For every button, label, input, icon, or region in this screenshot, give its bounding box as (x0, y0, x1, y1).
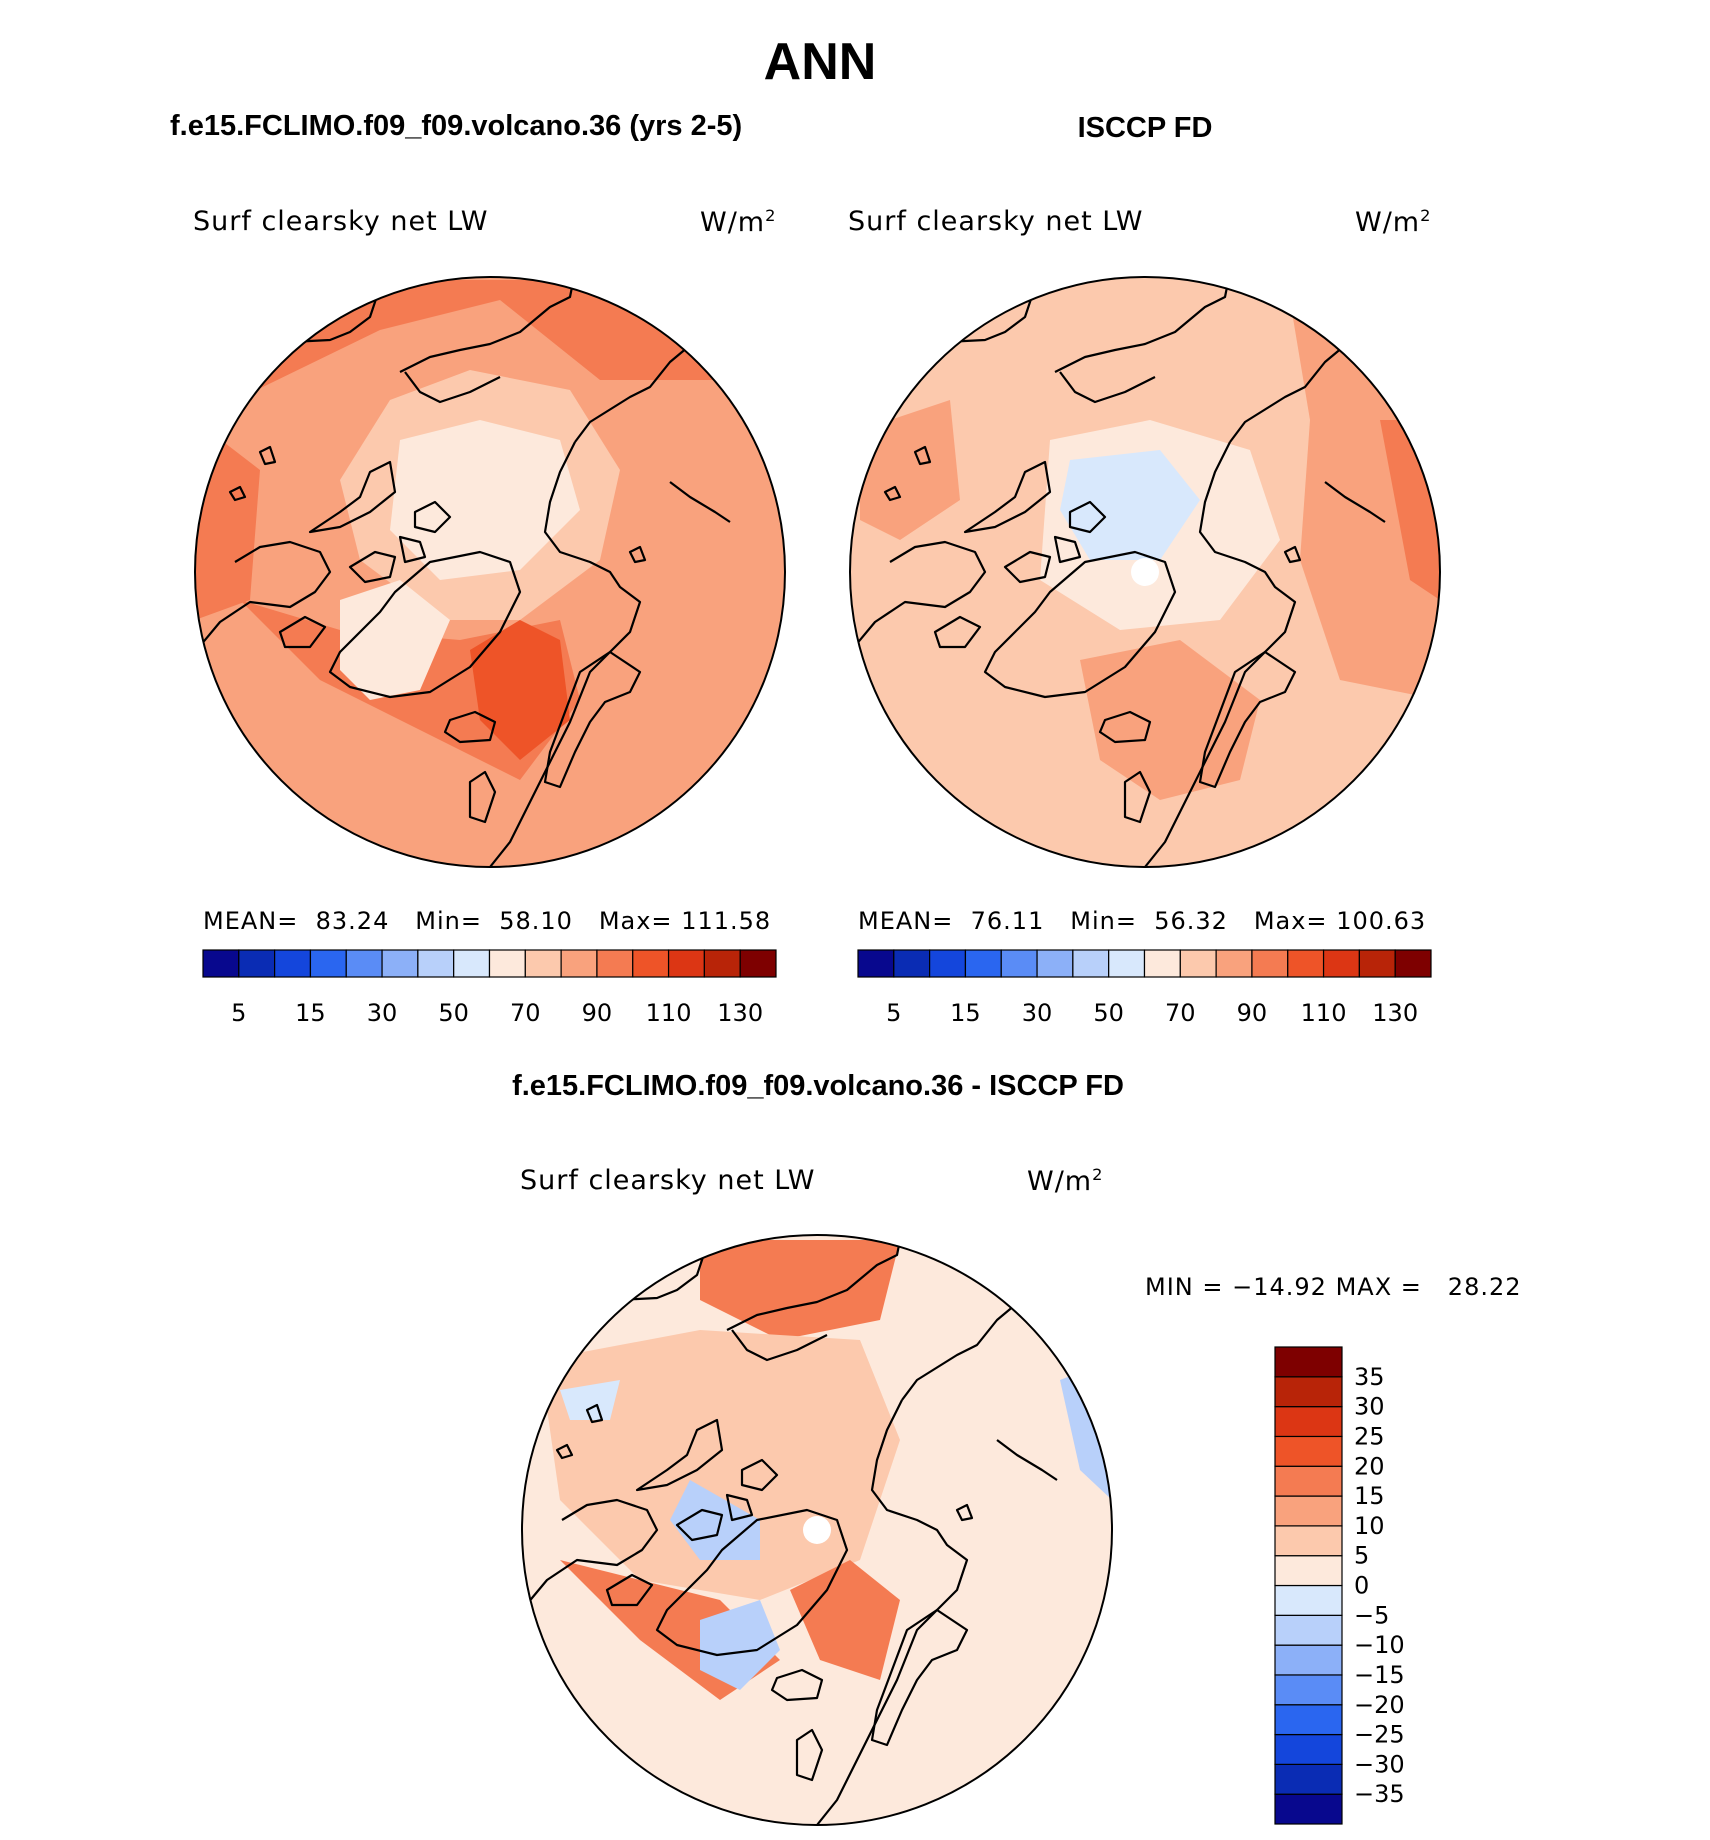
colorbar-panel2-swatch (1394, 949, 1432, 978)
colorbar-diff-swatch (1274, 1406, 1343, 1438)
colorbar-panel2-label: 130 (1372, 999, 1418, 1027)
colorbar-panel1-label: 50 (438, 999, 469, 1027)
colorbar-diff-swatch (1274, 1644, 1343, 1676)
colorbar-panel1-label: 15 (295, 999, 326, 1027)
colorbar-panel1-swatch (632, 949, 670, 978)
colorbar-diff-label: −10 (1354, 1631, 1405, 1659)
colorbar-diff-swatch (1274, 1525, 1343, 1557)
colorbar-panel1-swatch (202, 949, 240, 978)
panel2-map (850, 277, 1440, 867)
panel1-units: W/m2 (700, 206, 777, 238)
colorbar-diff-swatch (1274, 1704, 1343, 1736)
panel1-header: f.e15.FCLIMO.f09_f09.volcano.36 (yrs 2-5… (170, 110, 743, 142)
colorbar-panel2-swatch (1143, 949, 1181, 978)
colorbar-diff-label: 30 (1354, 1393, 1385, 1421)
colorbar-panel1-swatch (560, 949, 598, 978)
colorbar-diff-swatch (1274, 1584, 1343, 1616)
colorbar-diff-swatch (1274, 1763, 1343, 1795)
colorbar-diff-label: 20 (1354, 1452, 1385, 1480)
colorbar-panel1-swatch (524, 949, 562, 978)
colorbar-panel2: 5 15 30 50 70 90 110 130 (857, 949, 1432, 1027)
colorbar-panel1-label: 30 (367, 999, 398, 1027)
colorbar-diff-label: 0 (1354, 1572, 1369, 1600)
colorbar-panel2-label: 15 (950, 999, 981, 1027)
figure-title: ANN (763, 33, 877, 91)
colorbar-panel2-label: 90 (1237, 999, 1268, 1027)
colorbar-panel1-swatch (381, 949, 419, 978)
colorbar-panel2-swatch (964, 949, 1002, 978)
colorbar-panel1-label: 5 (231, 999, 246, 1027)
colorbar-diff-swatch (1274, 1674, 1343, 1706)
colorbar-panel2-swatch (1215, 949, 1253, 978)
colorbar-panel1-swatch (667, 949, 705, 978)
colorbar-panel1-swatch (453, 949, 491, 978)
colorbar-panel2-label: 30 (1022, 999, 1053, 1027)
colorbar-diff-label: −20 (1354, 1691, 1405, 1719)
colorbar-panel1-swatch (274, 949, 312, 978)
colorbar-panel2-label: 5 (886, 999, 901, 1027)
colorbar-panel1-swatch (596, 949, 634, 978)
colorbar-diff-label: 25 (1354, 1422, 1385, 1450)
colorbar-panel1-label: 130 (717, 999, 763, 1027)
colorbar-panel2-label: 70 (1165, 999, 1196, 1027)
colorbar-diff-label: 10 (1354, 1512, 1385, 1540)
panel2-stats: MEAN= 76.11 Min= 56.32 Max= 100.63 (858, 907, 1427, 935)
colorbar-panel1: 5 15 30 50 70 90 110 130 (202, 949, 777, 1027)
colorbar-panel2-swatch (1251, 949, 1289, 978)
colorbar-diff-label: −15 (1354, 1661, 1405, 1689)
colorbar-panel2-swatch (929, 949, 967, 978)
colorbar-diff-swatch (1274, 1555, 1343, 1587)
colorbar-panel1-swatch (739, 949, 777, 978)
colorbar-diff-label: 15 (1354, 1482, 1385, 1510)
colorbar-panel2-label: 110 (1301, 999, 1347, 1027)
panel1-variable: Surf clearsky net LW (193, 206, 489, 237)
colorbar-diff-label: 35 (1354, 1363, 1385, 1391)
colorbar-panel1-label: 70 (510, 999, 541, 1027)
colorbar-diff-swatch (1274, 1346, 1343, 1378)
panel3-variable: Surf clearsky net LW (520, 1165, 816, 1196)
colorbar-diff-swatch (1274, 1435, 1343, 1467)
colorbar-panel2-swatch (857, 949, 895, 978)
colorbar-diff-label: −30 (1354, 1750, 1405, 1778)
colorbar-panel2-swatch (1322, 949, 1360, 978)
colorbar-diff-swatch (1274, 1614, 1343, 1646)
colorbar-panel2-swatch (1179, 949, 1217, 978)
panel2-units: W/m2 (1355, 206, 1432, 238)
colorbar-diff-swatch (1274, 1733, 1343, 1765)
colorbar-diff-swatch (1274, 1495, 1343, 1527)
panel2-variable: Surf clearsky net LW (848, 206, 1144, 237)
colorbar-panel1-label: 110 (646, 999, 692, 1027)
colorbar-panel2-swatch (893, 949, 931, 978)
colorbar-panel2-label: 50 (1093, 999, 1124, 1027)
colorbar-panel1-swatch (703, 949, 741, 978)
colorbar-panel1-swatch (238, 949, 276, 978)
colorbar-diff-label: −25 (1354, 1721, 1405, 1749)
colorbar-diff-label: −35 (1354, 1780, 1405, 1808)
panel2-header: ISCCP FD (1077, 112, 1213, 144)
panel1-stats: MEAN= 83.24 Min= 58.10 Max= 111.58 (203, 907, 772, 935)
colorbar-panel2-swatch (1287, 949, 1325, 978)
colorbar-panel2-swatch (1358, 949, 1396, 978)
colorbar-panel2-swatch (1036, 949, 1074, 978)
colorbar-panel1-swatch (345, 949, 383, 978)
panel3-map (522, 1235, 1112, 1825)
colorbar-panel2-swatch (1108, 949, 1146, 978)
colorbar-panel2-swatch (1000, 949, 1038, 978)
colorbar-panel1-swatch (309, 949, 347, 978)
colorbar-panel1-swatch (417, 949, 455, 978)
colorbar-panel1-label: 90 (582, 999, 613, 1027)
colorbar-diff-label: −5 (1354, 1601, 1389, 1629)
colorbar-diff-swatch (1274, 1465, 1343, 1497)
panel3-units: W/m2 (1027, 1165, 1104, 1197)
panel1-map (195, 277, 785, 867)
colorbar-panel1-swatch (488, 949, 526, 978)
colorbar-panel2-swatch (1072, 949, 1110, 978)
colorbar-diff-label: 5 (1354, 1542, 1369, 1570)
panel3-stats: MIN = −14.92 MAX = 28.22 (1145, 1273, 1522, 1301)
bottom-title: f.e15.FCLIMO.f09_f09.volcano.36 - ISCCP … (512, 1070, 1124, 1102)
colorbar-diff-swatch (1274, 1793, 1343, 1825)
colorbar-diff-swatch (1274, 1376, 1343, 1408)
